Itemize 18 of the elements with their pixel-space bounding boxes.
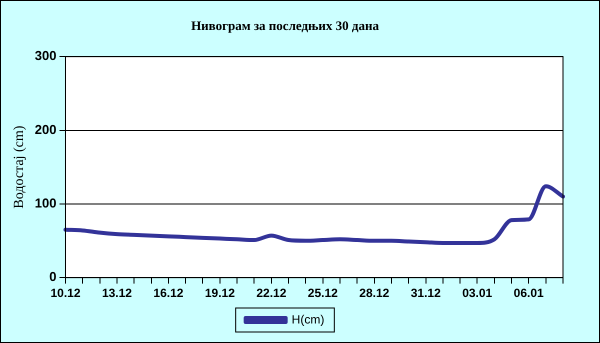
chart-title: Нивограм за последњих 30 дана: [191, 18, 380, 34]
y-tick-label: 300: [34, 48, 56, 64]
x-tick-label: 31.12: [410, 286, 442, 300]
x-tick-label: 03.01: [462, 286, 493, 300]
y-tick-label: 100: [34, 196, 56, 211]
x-tick-label: 06.01: [514, 286, 544, 300]
legend-label: H(cm): [292, 312, 324, 326]
line-series: [63, 184, 565, 245]
x-tick-label: 19.12: [204, 286, 236, 300]
x-tick-label: 25.12: [308, 286, 338, 300]
x-tick-label: 16.12: [153, 286, 184, 300]
x-tick-label: 22.12: [256, 286, 287, 300]
y-axis-title: Водостај (cm): [12, 125, 28, 209]
x-tick-label: 28.12: [359, 286, 390, 300]
x-tick-label: 13.12: [102, 286, 132, 300]
y-tick-label: 200: [34, 122, 56, 137]
y-tick-label: 0: [49, 269, 56, 284]
x-tick-label: 10.12: [50, 286, 81, 300]
